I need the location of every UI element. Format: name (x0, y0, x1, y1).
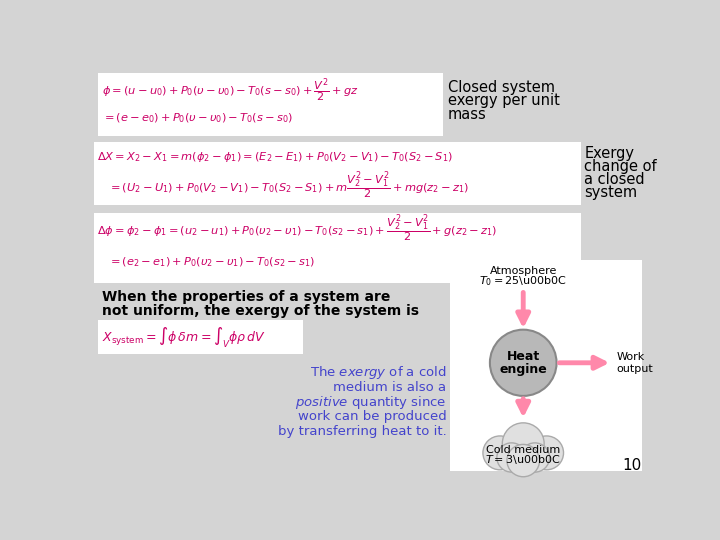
Circle shape (490, 330, 557, 396)
Text: $= (U_2 - U_1) + P_0(V_2 - V_1) - T_0(S_2 - S_1) + m\dfrac{V_2^2 - V_1^2}{2} + m: $= (U_2 - U_1) + P_0(V_2 - V_1) - T_0(S_… (108, 171, 469, 202)
Circle shape (529, 436, 564, 470)
Text: $T = 3$\u00b0C: $T = 3$\u00b0C (485, 453, 561, 467)
Text: Closed system: Closed system (448, 80, 555, 96)
Text: mass: mass (448, 106, 487, 122)
Text: a closed: a closed (585, 172, 645, 187)
Text: engine: engine (500, 363, 547, 376)
Text: Cold medium: Cold medium (486, 445, 560, 455)
Text: $X_{\rm system} = \int \phi\, \delta m = \int_V \phi\rho\, dV$: $X_{\rm system} = \int \phi\, \delta m =… (102, 325, 266, 350)
Circle shape (497, 443, 526, 472)
Text: $\mathit{positive}$ quantity since: $\mathit{positive}$ quantity since (295, 394, 446, 410)
Text: $\Delta X = X_2 - X_1 = m(\phi_2 - \phi_1) = (E_2 - E_1) + P_0(V_2 - V_1) - T_0(: $\Delta X = X_2 - X_1 = m(\phi_2 - \phi_… (97, 150, 453, 164)
Text: $\Delta\phi = \phi_2 - \phi_1 = (u_2 - u_1) + P_0(\upsilon_2 - \upsilon_1) - T_0: $\Delta\phi = \phi_2 - \phi_1 = (u_2 - u… (97, 214, 498, 245)
Text: $= (e - e_0) + P_0(\upsilon - \upsilon_0) - T_0(s - s_0)$: $= (e - e_0) + P_0(\upsilon - \upsilon_0… (102, 112, 294, 125)
Text: work can be produced: work can be produced (298, 410, 446, 423)
Text: system: system (585, 185, 638, 200)
Text: output: output (616, 364, 653, 374)
FancyBboxPatch shape (98, 72, 443, 136)
Text: $\phi = (u - u_0) + P_0(\upsilon - \upsilon_0) - T_0(s - s_0) + \dfrac{V^2}{2} +: $\phi = (u - u_0) + P_0(\upsilon - \upsi… (102, 77, 359, 105)
Text: Exergy: Exergy (585, 146, 634, 161)
FancyBboxPatch shape (98, 320, 303, 354)
Text: exergy per unit: exergy per unit (448, 93, 560, 109)
Text: 10: 10 (623, 458, 642, 473)
Text: Heat: Heat (507, 350, 540, 363)
Text: Work: Work (616, 352, 644, 362)
Text: $= (e_2 - e_1) + P_0(\upsilon_2 - \upsilon_1) - T_0(s_2 - s_1)$: $= (e_2 - e_1) + P_0(\upsilon_2 - \upsil… (108, 256, 315, 269)
FancyBboxPatch shape (94, 142, 580, 205)
Text: by transferring heat to it.: by transferring heat to it. (278, 425, 446, 438)
FancyBboxPatch shape (94, 213, 580, 284)
Text: medium is also a: medium is also a (333, 381, 446, 394)
Text: When the properties of a system are: When the properties of a system are (102, 291, 391, 305)
Circle shape (483, 436, 517, 470)
Text: change of: change of (585, 159, 657, 174)
Text: Atmosphere: Atmosphere (490, 266, 557, 276)
Text: not uniform, the exergy of the system is: not uniform, the exergy of the system is (102, 304, 419, 318)
FancyBboxPatch shape (449, 260, 642, 471)
Text: $T_0 = 25$\u00b0C: $T_0 = 25$\u00b0C (479, 274, 567, 288)
Text: The $\mathit{exergy}$ of a cold: The $\mathit{exergy}$ of a cold (310, 364, 446, 381)
Circle shape (507, 444, 539, 477)
Circle shape (503, 423, 544, 464)
Circle shape (520, 443, 549, 472)
